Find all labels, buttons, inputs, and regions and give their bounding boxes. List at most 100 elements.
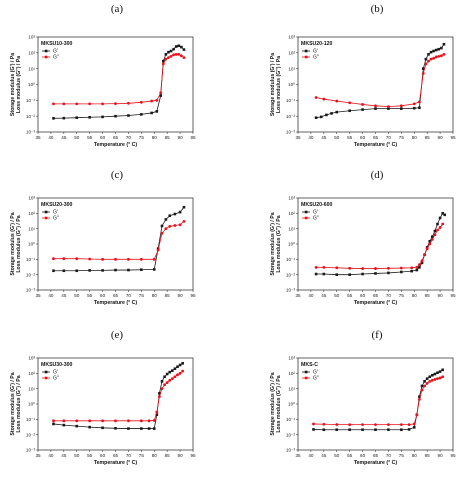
g-double-prime-point bbox=[114, 419, 117, 423]
g-prime-point bbox=[420, 384, 424, 388]
series-line bbox=[316, 223, 443, 269]
x-tick-label: 80 bbox=[152, 293, 158, 298]
g-double-prime-point bbox=[322, 97, 326, 101]
y-tick-label: 10³ bbox=[28, 356, 35, 361]
g-double-prime-point bbox=[139, 419, 143, 423]
x-tick-label: 80 bbox=[412, 453, 418, 458]
g-prime-point bbox=[424, 57, 428, 61]
x-tick-label: 45 bbox=[61, 293, 67, 298]
g-prime-point bbox=[62, 423, 66, 427]
g-prime-point bbox=[152, 427, 156, 430]
g-prime-point bbox=[443, 213, 447, 217]
x-tick-label: 40 bbox=[48, 135, 54, 140]
g-double-prime-point bbox=[410, 266, 414, 270]
g-prime-point bbox=[374, 107, 377, 110]
g-double-prime-point bbox=[424, 62, 428, 66]
g-prime-point bbox=[140, 268, 143, 272]
g-double-prime-point bbox=[442, 52, 446, 56]
x-tick-label: 90 bbox=[438, 453, 444, 458]
g-double-prime-point bbox=[114, 257, 117, 261]
g-double-prime-point bbox=[314, 96, 318, 99]
x-tick-label: 40 bbox=[48, 293, 54, 298]
g-double-prime-point bbox=[415, 265, 419, 269]
g-prime-point bbox=[335, 428, 339, 432]
legend-label: G' bbox=[53, 210, 58, 216]
y-tick-label: 10³ bbox=[28, 35, 35, 40]
g-prime-point bbox=[374, 428, 377, 432]
g-prime-point bbox=[101, 269, 104, 272]
plot-frame bbox=[37, 197, 194, 291]
g-prime-point bbox=[160, 224, 164, 228]
g-prime-point bbox=[75, 424, 79, 428]
g-prime-point bbox=[412, 106, 416, 110]
y-axis-label-loss: Loss modulus (G'') / Pa bbox=[276, 56, 282, 113]
g-double-prime-point bbox=[150, 99, 154, 103]
g-prime-point bbox=[140, 113, 143, 116]
g-prime-point bbox=[427, 53, 430, 56]
x-axis-label: Temperature (° C) bbox=[94, 142, 137, 148]
g-double-prime-point bbox=[399, 423, 403, 427]
x-tick-label: 60 bbox=[100, 293, 106, 298]
x-tick-label: 40 bbox=[308, 135, 314, 140]
x-axis-label: Temperature (° C) bbox=[354, 460, 397, 466]
g-double-prime-point bbox=[348, 101, 352, 105]
x-tick-label: 95 bbox=[450, 293, 456, 298]
x-tick-label: 85 bbox=[425, 453, 431, 458]
y-tick-label: 10⁰ bbox=[28, 242, 35, 247]
x-tick-label: 80 bbox=[412, 293, 418, 298]
x-tick-label: 65 bbox=[373, 293, 379, 298]
x-tick-label: 60 bbox=[100, 135, 106, 140]
g-prime-point bbox=[114, 427, 117, 430]
panel-letter: (e) bbox=[111, 329, 124, 341]
g-double-prime-point bbox=[429, 57, 433, 61]
legend-marker bbox=[304, 376, 308, 380]
y-tick-label: 10⁻³ bbox=[26, 448, 36, 453]
g-prime-point bbox=[165, 372, 169, 376]
x-tick-label: 75 bbox=[139, 135, 145, 140]
x-tick-label: 85 bbox=[165, 293, 171, 298]
y-tick-label: 10⁻¹ bbox=[26, 257, 36, 262]
g-double-prime-point bbox=[322, 265, 326, 269]
g-double-prime-point bbox=[182, 56, 186, 59]
x-tick-label: 60 bbox=[100, 453, 106, 458]
g-double-prime-point bbox=[88, 102, 92, 106]
x-tick-label: 75 bbox=[139, 453, 145, 458]
g-prime-point bbox=[127, 427, 130, 430]
g-double-prime-point bbox=[75, 102, 79, 106]
g-double-prime-point bbox=[164, 57, 168, 61]
g-double-prime-point bbox=[427, 59, 430, 63]
g-prime-point bbox=[361, 108, 364, 111]
x-tick-label: 70 bbox=[126, 135, 132, 140]
legend-marker bbox=[304, 55, 308, 59]
g-double-prime-point bbox=[178, 371, 182, 375]
x-tick-label: 55 bbox=[347, 293, 353, 298]
x-tick-label: 70 bbox=[386, 135, 392, 140]
x-tick-label: 85 bbox=[165, 135, 171, 140]
x-tick-label: 45 bbox=[61, 453, 67, 458]
y-axis-label-storage: Storage modulus (G') / Pa bbox=[10, 212, 16, 275]
g-prime-point bbox=[433, 229, 437, 233]
y-tick-label: 10⁻² bbox=[286, 432, 296, 437]
g-prime-point bbox=[412, 426, 416, 429]
y-tick-label: 10⁻³ bbox=[26, 288, 36, 293]
g-double-prime-point bbox=[173, 224, 177, 227]
x-tick-label: 95 bbox=[190, 453, 196, 458]
g-double-prime-point bbox=[170, 377, 174, 381]
x-tick-label: 95 bbox=[450, 135, 456, 140]
legend-label: G' bbox=[53, 370, 58, 376]
g-prime-point bbox=[127, 268, 130, 272]
g-prime-point bbox=[182, 205, 186, 209]
g-prime-point bbox=[52, 422, 55, 426]
g-prime-point bbox=[335, 110, 339, 114]
x-axis-label: Temperature (° C) bbox=[354, 142, 397, 148]
x-axis-label: Temperature (° C) bbox=[94, 300, 137, 306]
y-tick-label: 10⁻³ bbox=[286, 130, 296, 135]
g-prime-point bbox=[425, 377, 429, 380]
x-tick-label: 95 bbox=[450, 453, 456, 458]
g-double-prime-point bbox=[418, 397, 421, 401]
g-prime-point bbox=[429, 50, 433, 54]
g-prime-point bbox=[140, 427, 143, 430]
g-double-prime-point bbox=[434, 55, 438, 59]
g-prime-point bbox=[159, 94, 163, 97]
x-tick-label: 75 bbox=[399, 135, 405, 140]
